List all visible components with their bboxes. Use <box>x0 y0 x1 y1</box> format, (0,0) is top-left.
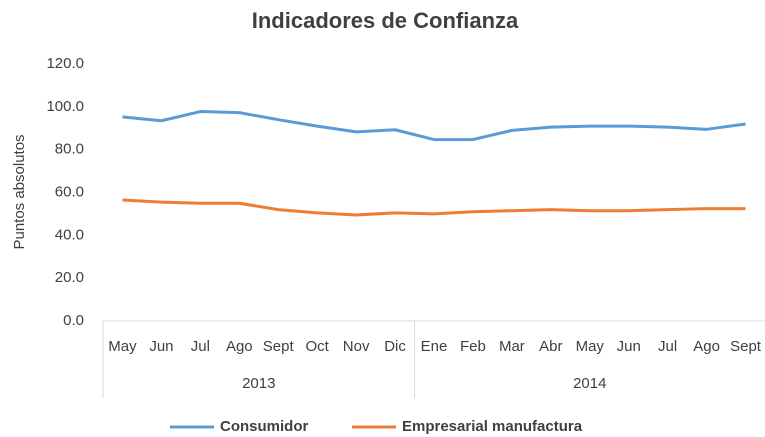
x-tick-label: Sept <box>730 338 762 355</box>
y-tick-label: 80.0 <box>55 141 84 158</box>
y-tick-label: 20.0 <box>55 269 84 286</box>
line-series <box>122 110 746 142</box>
x-tick-label: Dic <box>384 338 406 355</box>
x-tick-label: May <box>108 338 137 355</box>
x-tick-label: Abr <box>539 338 562 355</box>
x-tick-label: Jun <box>617 338 641 355</box>
y-tick-label: 100.0 <box>46 98 84 115</box>
x-tick-label: Nov <box>343 338 370 355</box>
x-tick-label: Oct <box>306 338 330 355</box>
y-tick-label: 0.0 <box>63 312 84 329</box>
group-label: 2014 <box>573 375 606 392</box>
x-tick-label: Jun <box>149 338 173 355</box>
x-tick-label: Feb <box>460 338 486 355</box>
y-tick-label: 120.0 <box>46 55 84 72</box>
x-tick-label: Ago <box>226 338 253 355</box>
legend-label: Empresarial manufactura <box>402 418 583 435</box>
x-tick-label: Ago <box>693 338 720 355</box>
group-label: 2013 <box>242 375 275 392</box>
chart-title: Indicadores de Confianza <box>252 8 519 33</box>
x-tick-label: Jul <box>658 338 677 355</box>
x-tick-label: Jul <box>191 338 210 355</box>
y-tick-label: 60.0 <box>55 183 84 200</box>
x-tick-label: Mar <box>499 338 525 355</box>
x-tick-label: Ene <box>421 338 448 355</box>
x-tick-label: May <box>576 338 605 355</box>
legend-label: Consumidor <box>220 418 308 435</box>
y-tick-label: 40.0 <box>55 226 84 243</box>
x-tick-label: Sept <box>263 338 295 355</box>
line-series <box>122 198 746 217</box>
y-axis-label: Puntos absolutos <box>11 134 28 249</box>
